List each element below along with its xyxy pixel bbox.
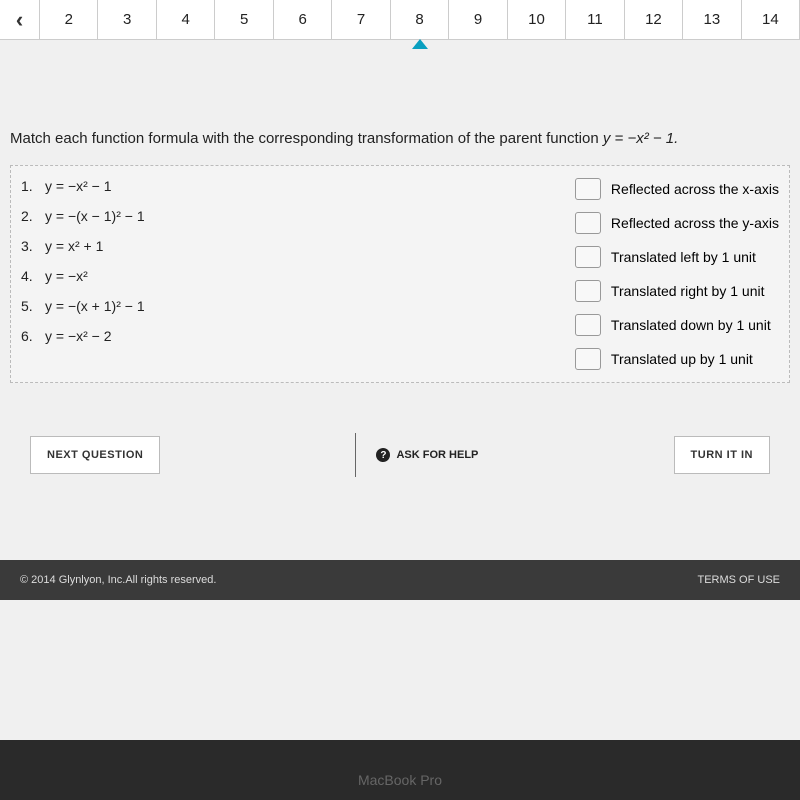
answer-text: Translated right by 1 unit [611, 283, 765, 299]
next-question-button[interactable]: NEXT QUESTION [30, 436, 160, 474]
formula-row: 3. y = x² + 1 [21, 238, 145, 254]
answer-row: Translated right by 1 unit [575, 280, 779, 302]
answer-input-box[interactable] [575, 348, 601, 370]
prompt-text: Match each function formula with the cor… [10, 130, 603, 147]
answer-row: Reflected across the x-axis [575, 178, 779, 200]
answer-list: Reflected across the x-axis Reflected ac… [575, 178, 779, 370]
divider [355, 433, 356, 477]
formula-text: y = x² + 1 [45, 238, 103, 254]
answer-row: Translated left by 1 unit [575, 246, 779, 268]
formula-text: y = −x² − 1 [45, 178, 112, 194]
answer-input-box[interactable] [575, 178, 601, 200]
answer-input-box[interactable] [575, 246, 601, 268]
answer-input-box[interactable] [575, 314, 601, 336]
terms-link[interactable]: TERMS OF USE [697, 574, 780, 586]
answer-row: Translated up by 1 unit [575, 348, 779, 370]
nav-item[interactable]: 2 [40, 0, 98, 39]
answer-row: Translated down by 1 unit [575, 314, 779, 336]
answer-input-box[interactable] [575, 212, 601, 234]
answer-text: Translated down by 1 unit [611, 317, 771, 333]
formula-text: y = −(x − 1)² − 1 [45, 208, 145, 224]
nav-item[interactable]: 13 [683, 0, 741, 39]
formula-row: 4. y = −x² [21, 268, 145, 284]
nav-item[interactable]: 14 [742, 0, 800, 39]
formula-row: 6. y = −x² − 2 [21, 328, 145, 344]
nav-item[interactable]: 10 [508, 0, 566, 39]
copyright-text: © 2014 Glynlyon, Inc.All rights reserved… [20, 574, 216, 586]
action-row: NEXT QUESTION ? ASK FOR HELP TURN IT IN [10, 433, 790, 477]
formula-row: 5. y = −(x + 1)² − 1 [21, 298, 145, 314]
formula-list: 1. y = −x² − 1 2. y = −(x − 1)² − 1 3. y… [21, 178, 145, 370]
formula-number: 2. [21, 208, 37, 224]
nav-item[interactable]: 4 [157, 0, 215, 39]
ask-for-help-button[interactable]: ? ASK FOR HELP [376, 448, 478, 462]
formula-number: 6. [21, 328, 37, 344]
nav-item[interactable]: 9 [449, 0, 507, 39]
formula-number: 4. [21, 268, 37, 284]
answer-text: Reflected across the y-axis [611, 215, 779, 231]
formula-number: 3. [21, 238, 37, 254]
formula-text: y = −x² [45, 268, 88, 284]
nav-item[interactable]: 7 [332, 0, 390, 39]
answer-text: Translated left by 1 unit [611, 249, 756, 265]
nav-item[interactable]: 6 [274, 0, 332, 39]
matching-box: 1. y = −x² − 1 2. y = −(x − 1)² − 1 3. y… [10, 165, 790, 383]
formula-number: 5. [21, 298, 37, 314]
answer-row: Reflected across the y-axis [575, 212, 779, 234]
nav-item[interactable]: 5 [215, 0, 273, 39]
formula-text: y = −(x + 1)² − 1 [45, 298, 145, 314]
answer-text: Reflected across the x-axis [611, 181, 779, 197]
nav-item-active[interactable]: 8 [391, 0, 449, 39]
parent-function: y = −x² − 1. [603, 130, 678, 147]
question-nav: ‹ 2 3 4 5 6 7 8 9 10 11 12 13 14 [0, 0, 800, 40]
nav-item[interactable]: 11 [566, 0, 624, 39]
turn-it-in-button[interactable]: TURN IT IN [674, 436, 770, 474]
formula-number: 1. [21, 178, 37, 194]
answer-input-box[interactable] [575, 280, 601, 302]
answer-text: Translated up by 1 unit [611, 351, 753, 367]
device-label: MacBook Pro [0, 772, 800, 788]
nav-item[interactable]: 3 [98, 0, 156, 39]
formula-row: 1. y = −x² − 1 [21, 178, 145, 194]
nav-back-button[interactable]: ‹ [0, 0, 40, 39]
nav-item[interactable]: 12 [625, 0, 683, 39]
help-icon: ? [376, 448, 390, 462]
footer-bar: © 2014 Glynlyon, Inc.All rights reserved… [0, 560, 800, 600]
ask-help-label: ASK FOR HELP [396, 449, 478, 461]
app-screen: ‹ 2 3 4 5 6 7 8 9 10 11 12 13 14 Match e… [0, 0, 800, 740]
formula-text: y = −x² − 2 [45, 328, 112, 344]
formula-row: 2. y = −(x − 1)² − 1 [21, 208, 145, 224]
content-area: Match each function formula with the cor… [0, 40, 800, 487]
question-prompt: Match each function formula with the cor… [10, 130, 790, 147]
